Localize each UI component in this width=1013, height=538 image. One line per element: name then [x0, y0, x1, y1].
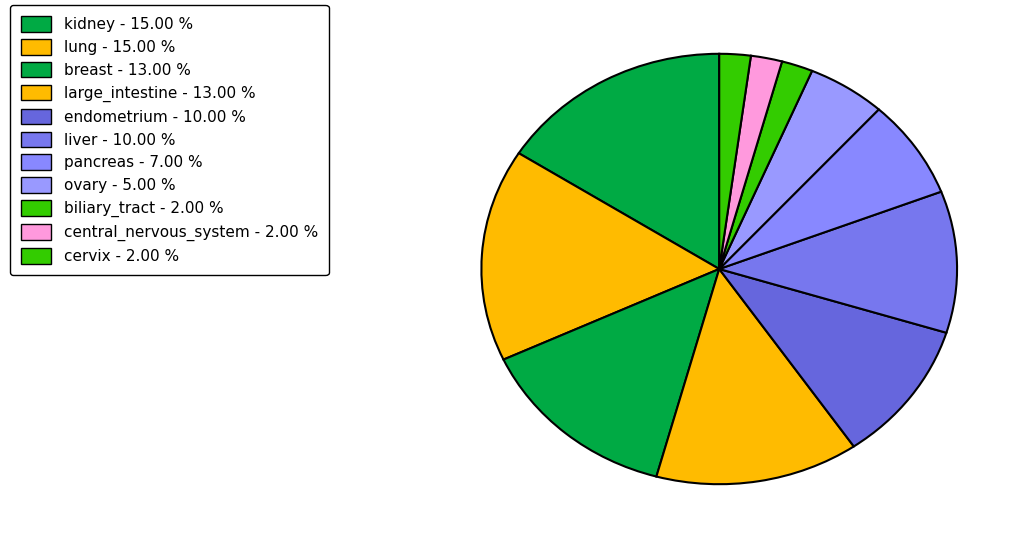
Wedge shape — [719, 54, 751, 269]
Wedge shape — [719, 109, 941, 269]
Legend: kidney - 15.00 %, lung - 15.00 %, breast - 13.00 %, large_intestine - 13.00 %, e: kidney - 15.00 %, lung - 15.00 %, breast… — [10, 5, 328, 275]
Wedge shape — [519, 54, 719, 269]
Wedge shape — [503, 269, 719, 477]
Wedge shape — [719, 192, 957, 333]
Wedge shape — [719, 61, 812, 269]
Wedge shape — [719, 71, 878, 269]
Wedge shape — [719, 269, 946, 447]
Wedge shape — [481, 153, 719, 359]
Wedge shape — [656, 269, 854, 484]
Wedge shape — [719, 56, 782, 269]
